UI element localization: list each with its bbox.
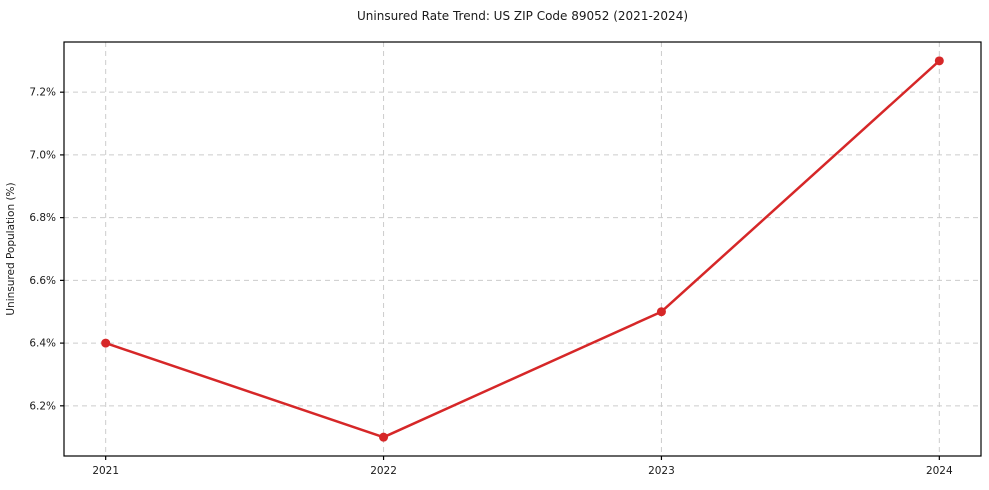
y-tick-label: 7.0% bbox=[29, 149, 56, 161]
y-tick-label: 7.2% bbox=[29, 87, 56, 99]
plot-background bbox=[64, 42, 981, 456]
x-tick-label: 2023 bbox=[648, 465, 675, 477]
data-point-marker bbox=[656, 307, 666, 317]
chart-title: Uninsured Rate Trend: US ZIP Code 89052 … bbox=[356, 9, 689, 23]
x-tick-label: 2024 bbox=[926, 465, 953, 477]
axes-frame bbox=[63, 41, 982, 457]
trend-line bbox=[104, 59, 941, 439]
y-tick-label: 6.2% bbox=[29, 400, 56, 412]
x-tick-label: 2021 bbox=[92, 465, 119, 477]
x-tick-label: 2022 bbox=[370, 465, 397, 477]
y-tick-label: 6.6% bbox=[29, 275, 56, 287]
data-point-marker bbox=[101, 338, 111, 348]
y-tick-label: 6.8% bbox=[29, 212, 56, 224]
y-tick-label: 6.4% bbox=[29, 338, 56, 350]
data-point-marker bbox=[934, 56, 944, 66]
data-point-marker bbox=[379, 432, 389, 442]
